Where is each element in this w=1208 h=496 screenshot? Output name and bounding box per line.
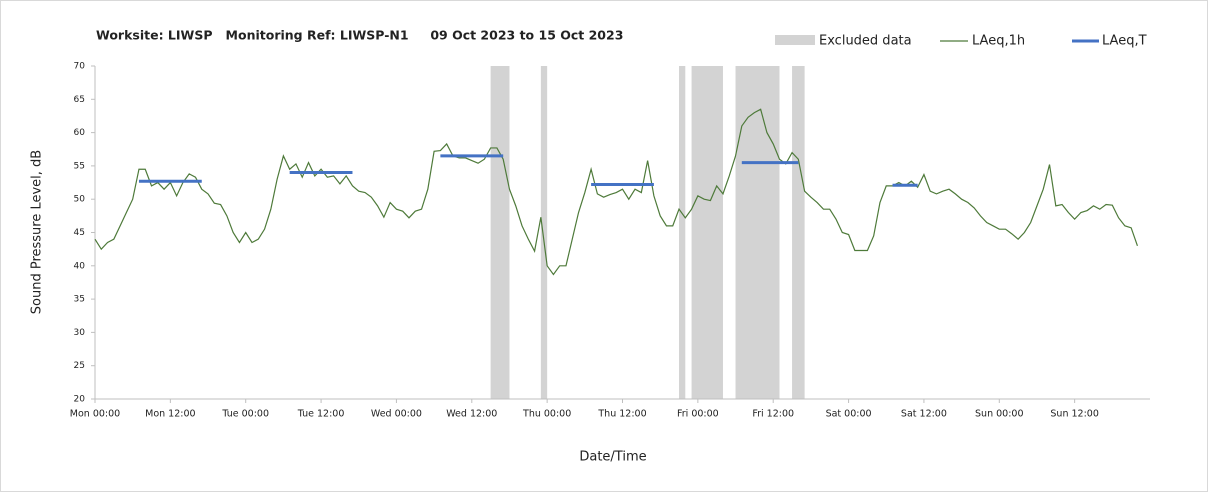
excluded-band [792,66,805,399]
legend-label: LAeq,T [1102,34,1147,49]
y-tick-label: 55 [74,161,85,171]
excluded-band [691,66,723,399]
x-tick-label: Mon 12:00 [145,409,195,420]
y-tick-label: 45 [74,228,85,238]
y-tick-label: 40 [74,261,86,271]
y-tick-label: 50 [74,195,86,205]
x-tick-label: Thu 12:00 [597,409,646,420]
y-tick-label: 35 [74,295,85,305]
excluded-band [679,66,686,399]
legend-swatch [775,35,815,45]
chart-title: Worksite: LIWSP Monitoring Ref: LIWSP-N1… [96,28,623,43]
legend-label: Excluded data [819,34,912,49]
laeq-1h-line [94,108,1139,276]
x-tick-label: Sat 00:00 [826,409,872,420]
legend-label: LAeq,1h [972,34,1025,49]
y-tick-label: 70 [74,62,86,72]
excluded-band [735,66,780,399]
x-tick-label: Wed 12:00 [446,409,497,420]
excluded-band [490,66,510,399]
x-tick-label: Thu 00:00 [522,409,571,420]
x-tick-label: Sat 12:00 [901,409,947,420]
y-tick-label: 20 [74,395,86,405]
y-axis-title: Sound Pressure Level, dB [30,150,45,314]
y-tick-label: 30 [74,328,86,338]
x-tick-label: Tue 00:00 [221,409,269,420]
x-tick-label: Sun 00:00 [975,409,1023,420]
x-tick-label: Fri 00:00 [677,409,719,420]
x-tick-label: Mon 00:00 [70,409,120,420]
y-tick-label: 60 [74,128,86,138]
x-tick-label: Tue 12:00 [297,409,345,420]
x-axis-title: Date/Time [579,450,646,465]
x-tick-label: Sun 12:00 [1050,409,1098,420]
x-tick-label: Wed 00:00 [371,409,422,420]
excluded-band [540,66,548,399]
x-tick-label: Fri 12:00 [752,409,794,420]
y-tick-label: 65 [74,95,85,105]
y-tick-label: 25 [74,361,85,371]
